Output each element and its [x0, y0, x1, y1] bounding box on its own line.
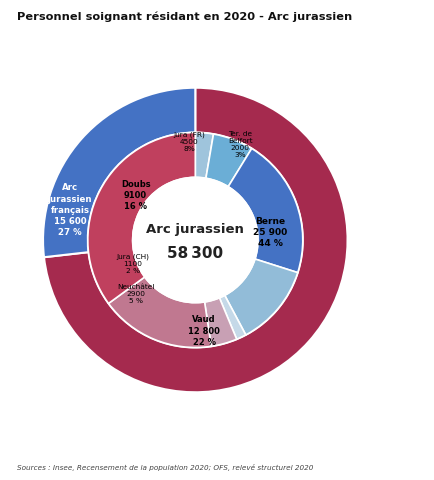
Text: Sources : Insee, Recensement de la population 2020; OFS, relevé structurel 2020: Sources : Insee, Recensement de la popul… [17, 464, 314, 471]
Text: Neuchâtel
2900
5 %: Neuchâtel 2900 5 % [117, 284, 154, 304]
Wedge shape [195, 132, 214, 178]
Circle shape [133, 177, 258, 303]
Text: Arc
jurassien
français
15 600
27 %: Arc jurassien français 15 600 27 % [48, 183, 92, 237]
Wedge shape [206, 134, 252, 187]
Wedge shape [43, 88, 195, 257]
Text: Jura (CH)
1100
2 %: Jura (CH) 1100 2 % [116, 253, 149, 274]
Text: Arc jurassien: Arc jurassien [146, 223, 244, 236]
Text: Arc
jurassien
suisse
42 600
73 %: Arc jurassien suisse 42 600 73 % [355, 210, 400, 264]
Wedge shape [204, 298, 237, 346]
Wedge shape [88, 132, 195, 303]
Text: 58 300: 58 300 [167, 246, 224, 261]
Text: Ter. de
Belfort
2000
3%: Ter. de Belfort 2000 3% [228, 131, 253, 158]
Wedge shape [220, 295, 246, 339]
Text: Personnel soignant résidant en 2020 - Arc jurassien: Personnel soignant résidant en 2020 - Ar… [17, 12, 352, 23]
Text: Vaud
12 800
22 %: Vaud 12 800 22 % [188, 315, 220, 347]
Text: Doubs
9100
16 %: Doubs 9100 16 % [121, 180, 151, 211]
Wedge shape [225, 259, 298, 335]
Wedge shape [44, 88, 348, 392]
Wedge shape [228, 148, 303, 273]
Wedge shape [108, 277, 211, 348]
Text: Berne
25 900
44 %: Berne 25 900 44 % [253, 217, 287, 248]
Text: Jura (FR)
4500
8%: Jura (FR) 4500 8% [174, 131, 205, 152]
